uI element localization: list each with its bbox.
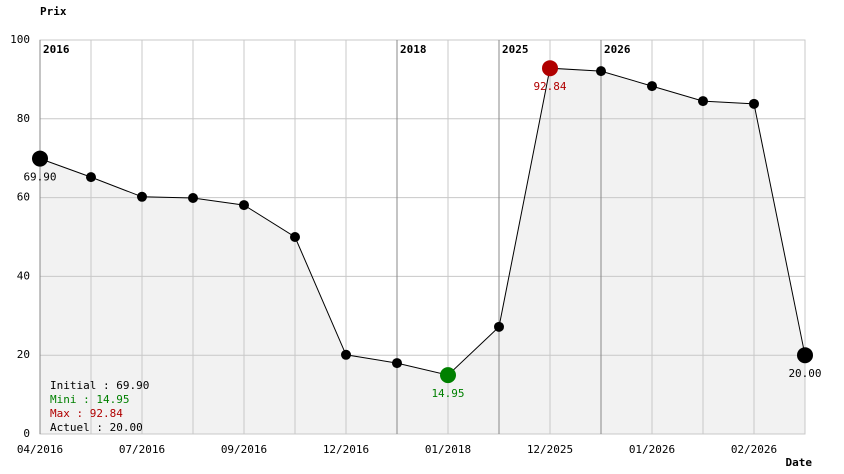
- x-tick-label: 07/2016: [119, 443, 165, 456]
- y-tick-label: 40: [17, 269, 30, 282]
- x-tick-label: 09/2016: [221, 443, 267, 456]
- stat-line: Initial : 69.90: [50, 379, 149, 392]
- y-axis-label: Prix: [40, 5, 67, 18]
- y-tick-label: 60: [17, 191, 30, 204]
- year-marker: 2025: [502, 43, 529, 56]
- x-tick-label: 02/2026: [731, 443, 777, 456]
- value-label: 92.84: [533, 80, 566, 93]
- x-axis-label: Date: [786, 456, 813, 469]
- data-point: [392, 358, 402, 369]
- data-point: [290, 232, 300, 242]
- data-point: [494, 321, 504, 332]
- data-point: [188, 192, 198, 203]
- data-point: [32, 150, 48, 167]
- year-marker: 2016: [43, 43, 70, 56]
- data-point: [596, 66, 606, 77]
- data-point: [749, 98, 759, 109]
- x-tick-label: 04/2016: [17, 443, 63, 456]
- data-point: [542, 60, 558, 77]
- data-point: [440, 367, 456, 384]
- x-tick-label: 01/2018: [425, 443, 471, 456]
- stat-line: Actuel : 20.00: [50, 421, 143, 434]
- stat-line: Mini : 14.95: [50, 393, 129, 406]
- data-point: [341, 349, 351, 360]
- data-point: [86, 172, 96, 183]
- y-tick-label: 20: [17, 348, 30, 361]
- year-marker: 2026: [604, 43, 631, 56]
- data-point: [647, 81, 657, 92]
- value-label: 20.00: [788, 367, 821, 380]
- y-tick-label: 80: [17, 112, 30, 125]
- data-point: [137, 191, 147, 202]
- value-label: 14.95: [431, 387, 464, 400]
- year-marker: 2018: [400, 43, 427, 56]
- x-tick-label: 12/2016: [323, 443, 369, 456]
- price-line: [39, 67, 806, 376]
- data-point: [239, 200, 249, 211]
- value-label: 69.90: [23, 171, 56, 184]
- data-point: [797, 347, 813, 364]
- y-tick-label: 100: [10, 33, 30, 46]
- x-tick-label: 12/2025: [527, 443, 573, 456]
- plot-layer: [39, 39, 806, 435]
- area-fill: [40, 68, 805, 435]
- stat-line: Max : 92.84: [50, 407, 123, 420]
- data-point: [698, 96, 708, 107]
- x-tick-label: 01/2026: [629, 443, 675, 456]
- y-tick-label: 0: [23, 427, 30, 440]
